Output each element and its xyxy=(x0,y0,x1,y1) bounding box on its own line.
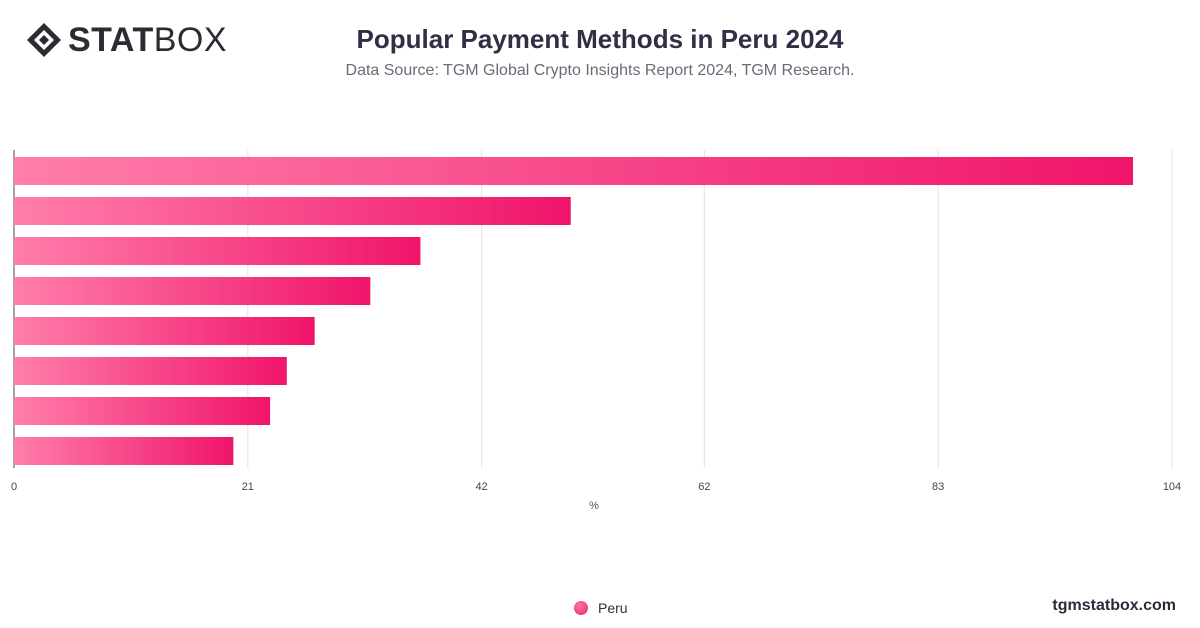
x-tick-label: 83 xyxy=(932,481,944,493)
x-tick-label: 21 xyxy=(242,481,254,493)
x-tick-label: 0 xyxy=(11,481,17,493)
logo-wordmark: STATBOX xyxy=(68,21,228,59)
bars xyxy=(14,157,1134,465)
chart-subtitle: Data Source: TGM Global Crypto Insights … xyxy=(345,62,855,79)
legend-label-peru: Peru xyxy=(598,600,628,616)
x-axis-label: % xyxy=(589,500,599,512)
diamond-logo-icon xyxy=(27,23,61,57)
x-tick-label: 104 xyxy=(1163,481,1181,493)
footer-site[interactable]: tgmstatbox.com xyxy=(1052,597,1176,614)
bar[interactable] xyxy=(14,237,421,265)
x-tick-label: 42 xyxy=(476,481,488,493)
x-axis-ticks: 0 21 42 62 83 104 xyxy=(11,481,1181,493)
bar[interactable] xyxy=(14,317,315,345)
legend[interactable]: Peru xyxy=(574,600,628,616)
bar[interactable] xyxy=(14,157,1134,185)
bar[interactable] xyxy=(14,357,287,385)
bar[interactable] xyxy=(14,277,371,305)
legend-swatch xyxy=(574,601,588,615)
bar[interactable] xyxy=(14,437,234,465)
chart-title: Popular Payment Methods in Peru 2024 xyxy=(356,24,844,54)
bar[interactable] xyxy=(14,397,271,425)
bar[interactable] xyxy=(14,197,571,225)
x-tick-label: 62 xyxy=(698,481,710,493)
brand-logo: STATBOX xyxy=(26,22,227,58)
